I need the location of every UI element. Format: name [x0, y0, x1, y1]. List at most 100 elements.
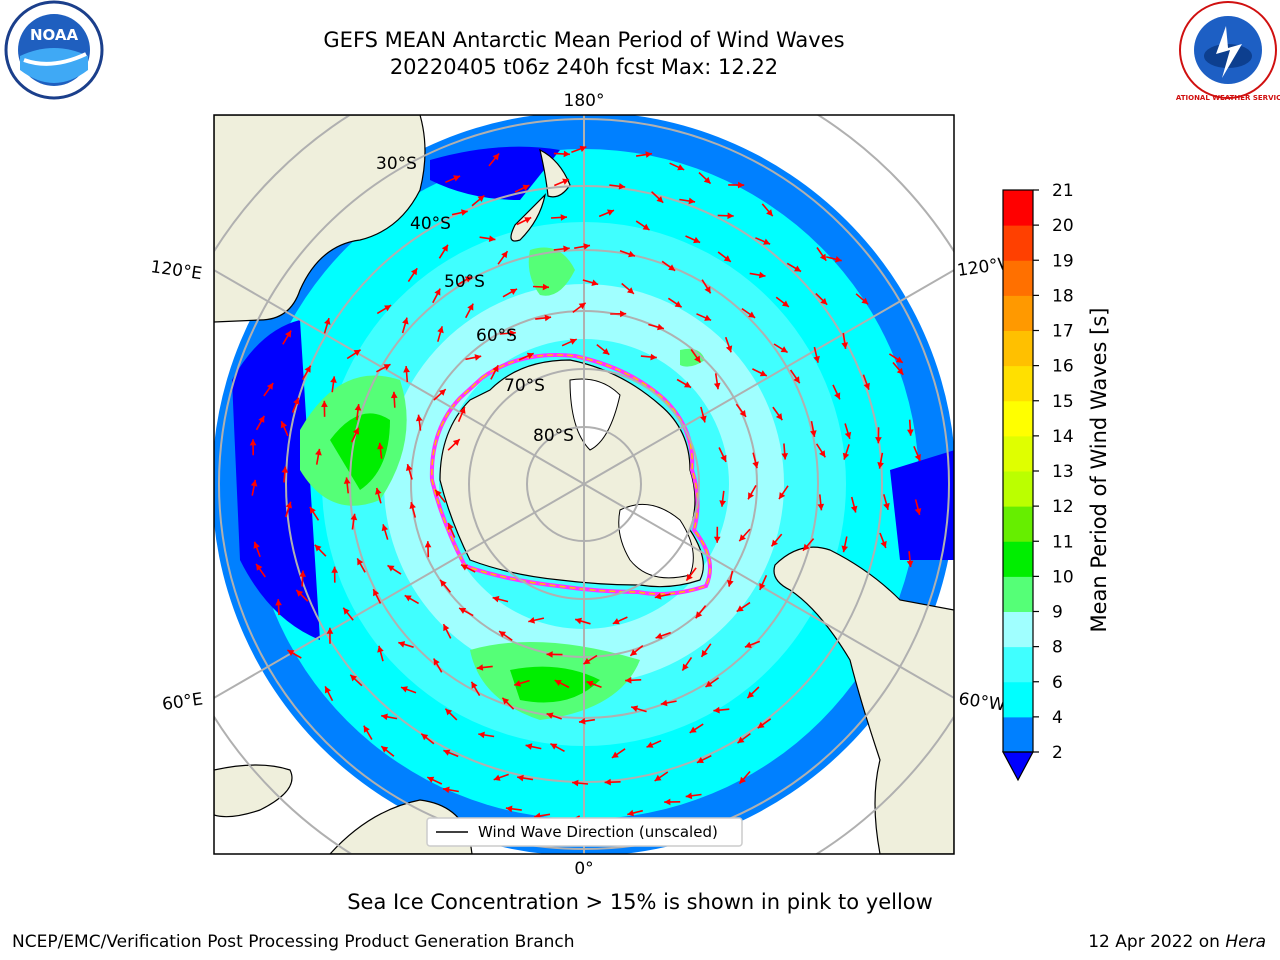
wave-direction-arrowhead — [695, 611, 703, 619]
wave-direction-arrowhead — [713, 536, 721, 543]
wave-direction-arrowhead — [656, 196, 664, 203]
wave-direction-arrowhead — [453, 175, 461, 182]
wave-direction-arrowhead — [766, 209, 773, 217]
wave-direction-arrowhead — [560, 214, 567, 221]
wave-direction-arrowhead — [459, 407, 466, 414]
wave-direction-arrowhead — [350, 513, 358, 521]
wave-direction-arrowhead — [720, 454, 727, 462]
wave-direction-arrowhead — [433, 658, 440, 666]
wave-direction-arrowhead — [759, 582, 766, 590]
wave-direction-arrowhead — [803, 543, 810, 551]
wave-direction-arrowhead — [674, 301, 682, 308]
wave-direction-arrowhead — [612, 618, 620, 625]
colorbar-tick-label: 20 — [1052, 216, 1074, 236]
wave-direction-arrowhead — [546, 651, 553, 658]
wave-direction-arrowhead — [780, 346, 788, 353]
wave-direction-arrowhead — [435, 489, 442, 497]
wave-direction-arrowhead — [281, 466, 289, 473]
wave-direction-arrowhead — [509, 329, 516, 337]
wave-direction-arrowhead — [625, 676, 632, 684]
wave-direction-arrowhead — [607, 209, 614, 216]
wave-direction-arrowhead — [842, 452, 850, 460]
sea-ice-edge — [429, 352, 712, 596]
wave-direction-arrowhead — [782, 300, 789, 307]
wave-direction-arrowhead — [287, 650, 295, 656]
wave-direction-arrowhead — [684, 381, 691, 388]
lat-label-30s: 30°S — [376, 154, 417, 174]
wave-direction-arrowhead — [285, 501, 292, 509]
colorbar: 2 4 6 8 9 10 11 12 13 14 15 16 17 18 19 20 21 — [1001, 181, 1074, 782]
wave-direction-arrowhead — [324, 318, 331, 325]
wave-direction-arrowhead — [253, 541, 260, 549]
colorbar-extend-arrow — [1001, 751, 1035, 782]
wave-direction-arrowhead — [895, 356, 903, 363]
wave-direction-arrowhead — [611, 751, 619, 758]
wave-direction-arrowhead — [424, 541, 432, 548]
wave-direction-arrowhead — [748, 311, 756, 318]
wave-direction-arrowhead — [528, 617, 535, 624]
wave-direction-arrowhead — [563, 150, 570, 158]
wave-direction-arrowhead — [384, 305, 392, 312]
colorbar-tick-label: 12 — [1052, 497, 1074, 517]
wave-direction-arrowhead — [704, 286, 711, 294]
wave-direction-arrowhead — [794, 265, 801, 272]
wave-direction-arrowhead — [474, 354, 482, 361]
wave-direction-arrowhead — [440, 579, 447, 587]
wave-direction-arrowhead — [293, 397, 300, 405]
wave-direction-arrowhead — [363, 725, 370, 733]
wave-direction-arrowhead — [434, 288, 441, 296]
wave-direction-arrowhead — [841, 342, 848, 349]
wave-direction-arrowhead — [447, 522, 454, 530]
wave-direction-arrowhead — [642, 223, 650, 230]
wave-direction-arrowhead — [377, 442, 384, 450]
wave-direction-arrowhead — [544, 314, 552, 322]
wave-direction-arrowhead — [727, 212, 734, 220]
colorbar-tick-label: 19 — [1052, 251, 1074, 271]
colorbar-segment — [1003, 295, 1033, 331]
lon-label-0: 0° — [574, 859, 593, 879]
graticule — [214, 115, 954, 854]
wave-direction-arrowhead — [331, 566, 338, 573]
wave-direction-arrowhead — [250, 479, 258, 487]
wave-direction-arrowhead — [686, 573, 693, 581]
colorbar-tick-label: 21 — [1052, 181, 1074, 201]
wave-direction-arrowhead — [850, 505, 858, 513]
wave-direction-arrowhead — [296, 590, 304, 597]
wave-direction-arrowhead — [689, 726, 697, 733]
wave-direction-arrowhead — [373, 589, 380, 597]
wave-direction-arrowhead — [813, 355, 820, 363]
wave-direction-arrowhead — [443, 749, 451, 756]
wave-direction-arrowhead — [668, 264, 676, 271]
wave-direction-arrowhead — [719, 500, 726, 507]
noaa-logo: NOAA — [4, 0, 104, 100]
wave-direction-arrowhead — [375, 487, 382, 495]
wave-direction-arrowhead — [630, 649, 638, 656]
map-frame — [213, 114, 955, 855]
colorbar-tick-label: 15 — [1052, 392, 1074, 412]
wave-direction-arrowhead — [404, 595, 412, 602]
wave-direction-arrowhead — [441, 244, 448, 252]
wave-direction-arrowhead — [315, 448, 322, 456]
wave-direction-arrowhead — [844, 431, 852, 439]
colorbar-segment — [1003, 190, 1033, 226]
colorbar-segment — [1003, 225, 1033, 261]
wave-direction-arrowhead — [575, 617, 582, 625]
wave-direction-arrowhead — [757, 721, 765, 729]
wave-direction-arrowhead — [402, 317, 409, 325]
wave-direction-arrowhead — [478, 731, 485, 739]
lon-label-120e: 120°E — [149, 257, 203, 284]
lat-label-60s: 60°S — [476, 326, 517, 346]
colorbar-tick-label: 4 — [1052, 708, 1063, 728]
wave-direction-arrowhead — [383, 364, 391, 371]
wave-direction-arrowhead — [620, 310, 627, 318]
wave-direction-arrowhead — [914, 454, 921, 461]
wave-direction-arrowhead — [390, 391, 398, 399]
wave-direction-arrowhead — [381, 746, 389, 753]
colorbar-tick-label: 18 — [1052, 286, 1074, 306]
wave-direction-arrowhead — [705, 680, 713, 687]
colorbar-segment — [1003, 400, 1033, 437]
wave-direction-arrowhead — [703, 176, 711, 184]
wave-direction-arrowhead — [492, 153, 500, 161]
wave-direction-arrowhead — [406, 464, 413, 471]
wave-direction-arrowhead — [863, 382, 870, 390]
